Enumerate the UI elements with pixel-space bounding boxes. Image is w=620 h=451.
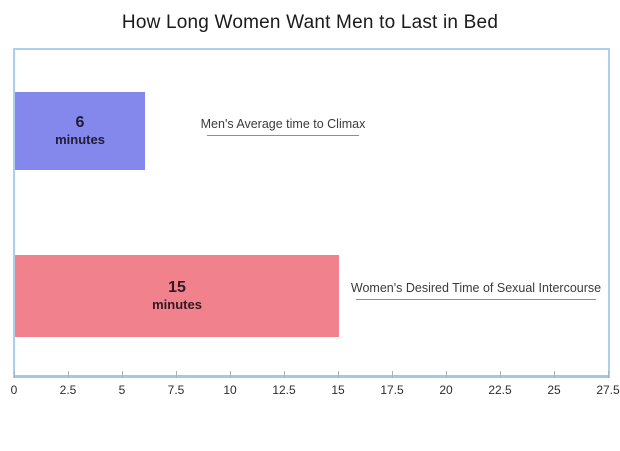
- x-tick-label: 27.5: [596, 383, 620, 397]
- annotation-women-underline: [356, 299, 596, 300]
- x-tick-label: 0: [10, 383, 18, 397]
- x-tick-label: 5: [118, 383, 126, 397]
- annotation-men-underline: [207, 135, 359, 136]
- chart-title: How Long Women Want Men to Last in Bed: [121, 12, 499, 33]
- bar-women-label-group: 15 minutes: [152, 279, 202, 313]
- annotation-men-average-text: Men's Average time to Climax: [200, 117, 366, 131]
- bar-women-unit-label: minutes: [152, 297, 202, 313]
- bar-women-value-label: 15: [168, 278, 186, 296]
- annotation-women-desired-text: Women's Desired Time of Sexual Intercour…: [350, 281, 602, 295]
- x-tick-label: 15: [331, 383, 345, 397]
- x-tick-label: 7.5: [167, 383, 185, 397]
- plot-area: 6 minutes 15 minutes Men's Average time …: [13, 48, 610, 378]
- bar-women-desired-time: 15 minutes: [15, 255, 339, 337]
- bar-men-unit-label: minutes: [55, 132, 105, 148]
- x-tick-label: 17.5: [380, 383, 404, 397]
- annotation-men-average: Men's Average time to Climax: [173, 117, 393, 136]
- x-tick-label: 20: [439, 383, 453, 397]
- bar-men-value-label: 6: [75, 113, 85, 131]
- x-tick-label: 25: [547, 383, 561, 397]
- bar-men-average-time: 6 minutes: [15, 92, 145, 170]
- bar-men-label-group: 6 minutes: [55, 114, 105, 148]
- x-tick-label: 10: [223, 383, 237, 397]
- x-tick-label: 12.5: [272, 383, 296, 397]
- x-tick-label: 2.5: [59, 383, 77, 397]
- x-tick-label: 22.5: [488, 383, 512, 397]
- annotation-women-desired: Women's Desired Time of Sexual Intercour…: [345, 281, 607, 300]
